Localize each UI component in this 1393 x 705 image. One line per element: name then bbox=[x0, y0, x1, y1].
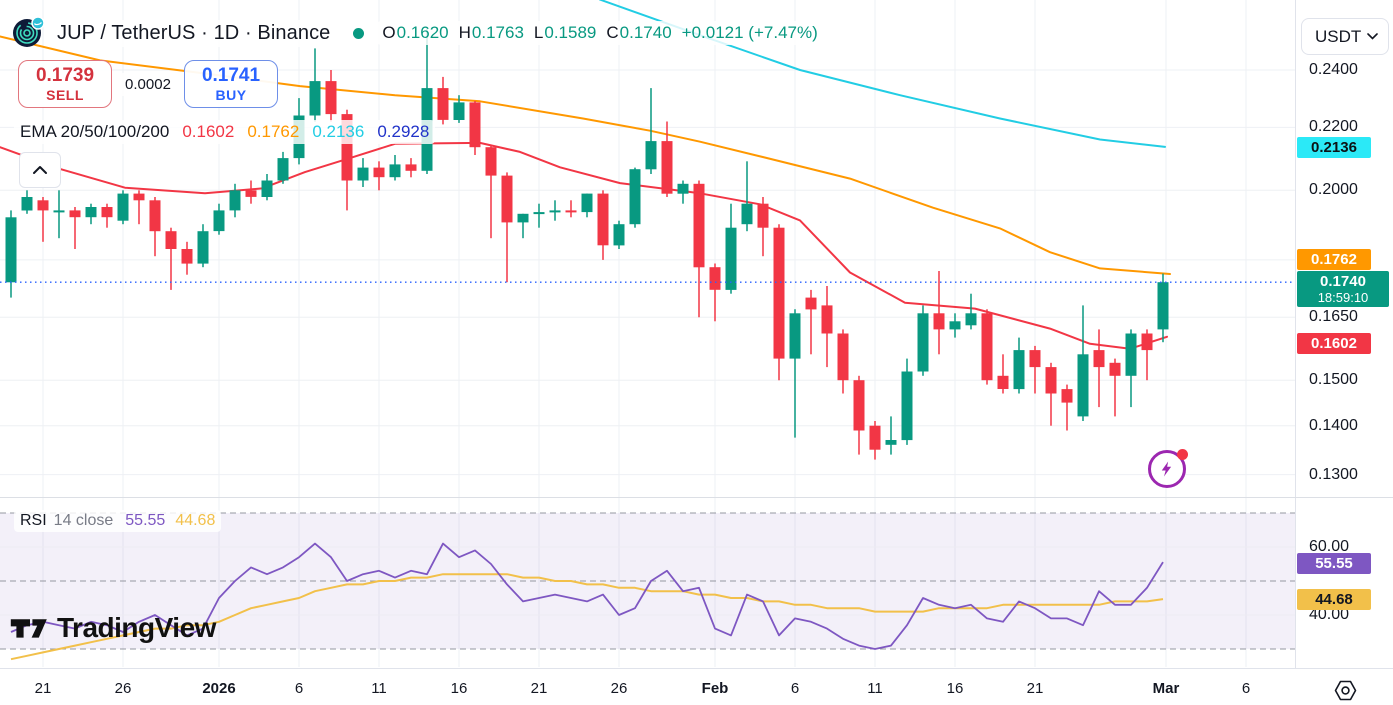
symbol-title[interactable]: JUP / TetherUS · 1D · Binance bbox=[53, 19, 335, 47]
chevron-up-icon bbox=[33, 166, 47, 174]
time-axis-tick: 21 bbox=[34, 680, 52, 697]
price-axis-label: 0.2000 bbox=[1309, 181, 1358, 199]
jupiter-logo-icon bbox=[12, 16, 45, 49]
ohlc-values: O 0.1620 H 0.1763 L 0.1589 C 0.1740 +0.0121 … bbox=[377, 21, 823, 45]
ohlc-open-value: 0.1620 bbox=[396, 23, 449, 42]
lightning-icon bbox=[1161, 461, 1172, 477]
time-axis-tick: 11 bbox=[867, 680, 883, 697]
ema-legend-values: 0.1602 0.1762 0.2136 0.2928 bbox=[169, 122, 429, 142]
rsi-legend[interactable]: RSI 14 close 55.55 44.68 bbox=[14, 510, 222, 532]
price-axis-label: 0.1500 bbox=[1309, 371, 1358, 389]
ohlc-close-key: C bbox=[606, 23, 619, 42]
time-axis-tick: 26 bbox=[610, 680, 628, 697]
ohlc-close-value: 0.1740 bbox=[619, 23, 672, 42]
time-axis-tick: 2026 bbox=[202, 680, 236, 697]
time-axis-tick: 16 bbox=[946, 680, 964, 697]
time-axis-tick: Mar bbox=[1152, 680, 1180, 697]
market-status-dot-icon bbox=[353, 27, 365, 39]
rsi-ma-value: 44.68 bbox=[175, 512, 216, 529]
rsi-badge: 55.55 bbox=[1297, 553, 1371, 574]
price-axis[interactable]: 0.2400 0.2200 0.2000 0.1650 0.1500 0.1400 0.13… bbox=[1296, 0, 1393, 668]
rsi-badge: 44.68 bbox=[1297, 589, 1371, 610]
price-badge: 0.1762 bbox=[1297, 248, 1371, 270]
time-axis-tick: 21 bbox=[530, 680, 548, 697]
rsi-value: 55.55 bbox=[125, 512, 166, 529]
time-axis[interactable]: 21 26 2026 6 11 16 21 26 Feb 6 11 16 21 Mar 6 bbox=[0, 668, 1393, 705]
price-axis-label: 0.1300 bbox=[1309, 465, 1358, 483]
time-axis-tick: Feb bbox=[701, 680, 729, 697]
price-badge: 0.1602 bbox=[1297, 332, 1371, 354]
chevron-down-icon bbox=[1367, 33, 1378, 40]
ohlc-high-key: H bbox=[458, 23, 471, 42]
price-axis-label: 0.1400 bbox=[1309, 416, 1358, 434]
price-axis-label: 0.2200 bbox=[1309, 118, 1358, 136]
tradingview-logo-icon bbox=[10, 619, 47, 638]
price-axis-label: 0.2400 bbox=[1309, 61, 1358, 78]
price-badge: 0.1740 18:59:10 bbox=[1297, 271, 1389, 307]
spread-value: 0.0002 bbox=[114, 72, 182, 96]
ema-value: 0.2136 bbox=[312, 122, 365, 141]
rsi-title: RSI bbox=[20, 512, 47, 529]
tradingview-watermark: TradingView bbox=[10, 612, 216, 644]
time-axis-tick: 21 bbox=[1026, 680, 1044, 697]
ohlc-low-key: L bbox=[533, 23, 544, 42]
time-axis-tick: 26 bbox=[114, 680, 132, 697]
sell-price: 0.1739 bbox=[35, 65, 95, 87]
ohlc-change: +0.0121 (+7.47%) bbox=[681, 23, 818, 42]
watermark-text: TradingView bbox=[57, 612, 216, 643]
rsi-params: 14 close bbox=[53, 512, 114, 529]
collapse-panel-button[interactable] bbox=[19, 152, 61, 188]
time-axis-tick: 11 bbox=[371, 680, 387, 697]
sell-label: SELL bbox=[46, 86, 84, 103]
currency-selector-value: USDT bbox=[1315, 26, 1362, 46]
timezone-hexagon-icon[interactable] bbox=[1334, 679, 1357, 705]
time-axis-tick: 6 bbox=[294, 680, 304, 697]
order-panel: 0.1739 SELL 0.0002 0.1741 BUY bbox=[18, 60, 278, 108]
pane-divider[interactable] bbox=[0, 497, 1393, 498]
price-badge: 0.2136 bbox=[1297, 136, 1371, 158]
ohlc-high-value: 0.1763 bbox=[471, 23, 524, 42]
price-axis-separator bbox=[1295, 0, 1296, 668]
sell-button[interactable]: 0.1739 SELL bbox=[18, 60, 112, 108]
currency-selector[interactable]: USDT bbox=[1301, 18, 1389, 55]
ema-value: 0.1762 bbox=[247, 122, 300, 141]
ohlc-open-key: O bbox=[382, 23, 396, 42]
ohlc-low-value: 0.1589 bbox=[544, 23, 597, 42]
ema-legend-label: EMA 20/50/100/200 bbox=[20, 122, 170, 141]
time-axis-tick: 6 bbox=[790, 680, 800, 697]
buy-button[interactable]: 0.1741 BUY bbox=[184, 60, 278, 108]
ema-value: 0.1602 bbox=[182, 122, 235, 141]
notification-dot bbox=[1177, 449, 1188, 460]
buy-label: BUY bbox=[215, 86, 247, 103]
rsi-axis-label: 40.00 bbox=[1309, 606, 1350, 623]
ema-value: 0.2928 bbox=[377, 122, 430, 141]
time-axis-tick: 16 bbox=[450, 680, 468, 697]
ema-legend[interactable]: EMA 20/50/100/200 0.1602 0.1762 0.2136 0.29… bbox=[14, 120, 436, 144]
buy-price: 0.1741 bbox=[201, 65, 261, 87]
time-axis-tick: 6 bbox=[1241, 680, 1251, 697]
rsi-axis-label: 60.00 bbox=[1309, 538, 1350, 555]
price-axis-label: 0.1650 bbox=[1309, 308, 1358, 326]
